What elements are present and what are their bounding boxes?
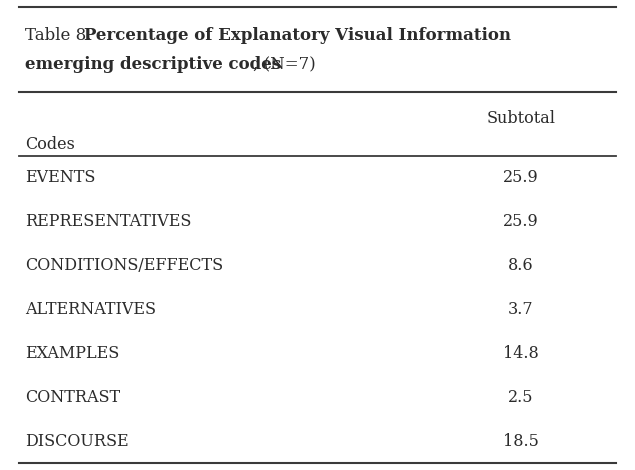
Text: 25.9: 25.9 bbox=[503, 213, 538, 230]
Text: 14.8: 14.8 bbox=[503, 345, 538, 362]
Text: ALTERNATIVES: ALTERNATIVES bbox=[25, 301, 156, 318]
Text: Subtotal: Subtotal bbox=[486, 110, 555, 127]
Text: 18.5: 18.5 bbox=[503, 432, 538, 449]
Text: CONDITIONS/EFFECTS: CONDITIONS/EFFECTS bbox=[25, 257, 224, 274]
Text: emerging descriptive codes: emerging descriptive codes bbox=[25, 56, 281, 73]
Text: Percentage of Explanatory Visual Information: Percentage of Explanatory Visual Informa… bbox=[84, 27, 511, 44]
Text: Codes: Codes bbox=[25, 136, 76, 153]
Text: EVENTS: EVENTS bbox=[25, 170, 96, 187]
Text: 25.9: 25.9 bbox=[503, 170, 538, 187]
Text: EXAMPLES: EXAMPLES bbox=[25, 345, 119, 362]
Text: REPRESENTATIVES: REPRESENTATIVES bbox=[25, 213, 192, 230]
Text: 8.6: 8.6 bbox=[508, 257, 533, 274]
Text: 2.5: 2.5 bbox=[508, 389, 533, 406]
Text: DISCOURSE: DISCOURSE bbox=[25, 432, 129, 449]
Text: , (N=7): , (N=7) bbox=[253, 56, 316, 73]
Text: CONTRAST: CONTRAST bbox=[25, 389, 121, 406]
Text: 3.7: 3.7 bbox=[508, 301, 533, 318]
Text: Table 8.: Table 8. bbox=[25, 27, 97, 44]
